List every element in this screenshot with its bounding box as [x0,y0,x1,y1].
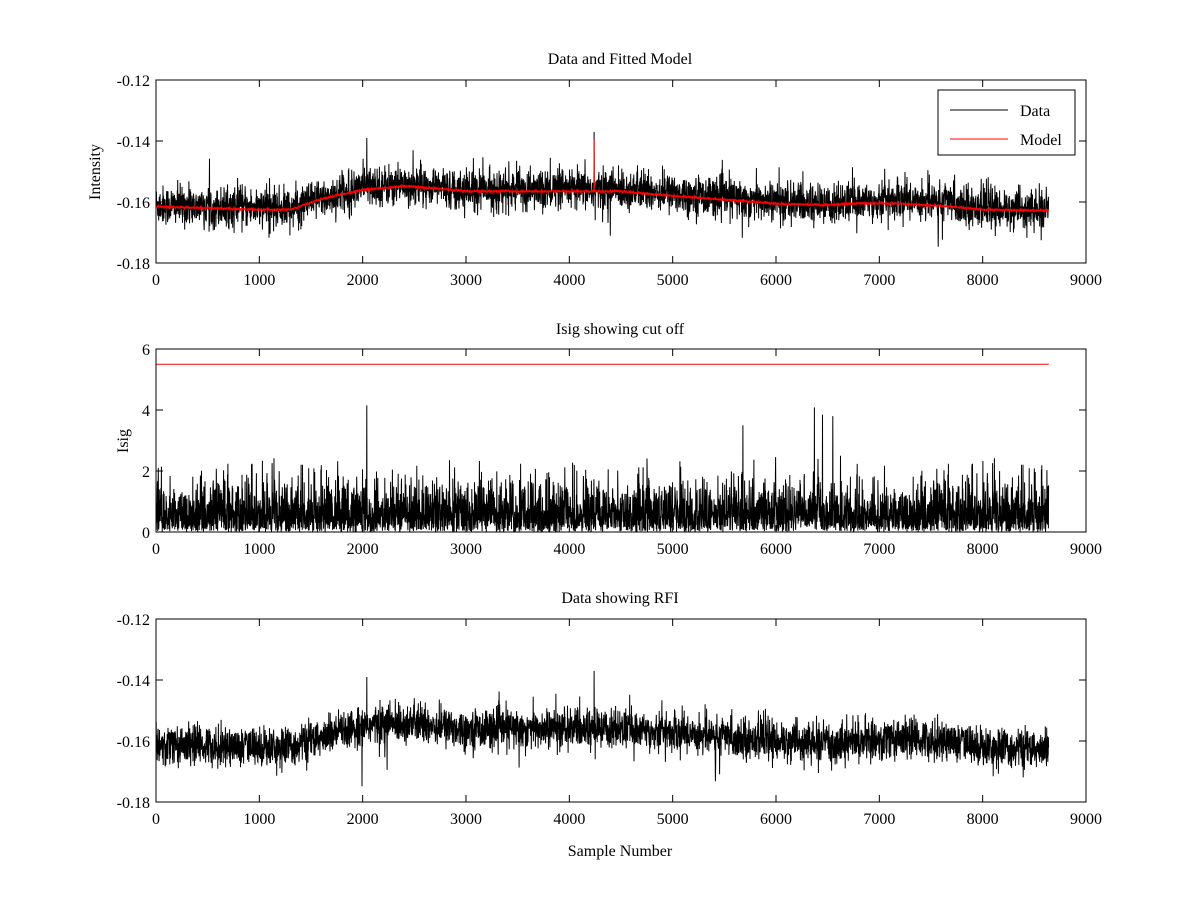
panel2-frame [155,348,1087,533]
panel1-ticks: 0 1000 2000 3000 4000 5000 6000 7000 8000 9000 -0.… [117,73,1102,289]
y-tick-label: -0.12 [117,73,150,90]
x-tick-label: 5000 [657,811,689,828]
y-tick-label: -0.14 [117,134,150,151]
panel3-title: Data showing RFI [561,590,678,607]
x-tick-label: 4000 [553,541,585,558]
panel3-xlabel: Sample Number [568,843,673,860]
y-tick-label: -0.12 [117,612,150,629]
legend-label-model: Model [1020,132,1062,149]
y-tick-label: -0.18 [117,795,150,812]
x-tick-label: 0 [152,541,160,558]
y-tick-label: -0.16 [117,195,150,212]
panel-isig: Isig showing cut off Isig 0 1000 2000 3000 4… [115,321,1102,558]
x-tick-label: 5000 [657,272,689,289]
panel1-plot-area [155,131,1050,247]
y-tick-label: 2 [142,464,150,481]
x-tick-label: 1000 [243,541,275,558]
x-tick-label: 0 [152,272,160,289]
x-tick-label: 6000 [760,272,792,289]
panel2-title: Isig showing cut off [556,321,685,338]
legend-box [937,89,1076,156]
panel1-frame [155,79,1087,264]
legend-label-data: Data [1020,103,1050,120]
x-tick-label: 2000 [347,811,379,828]
x-tick-label: 3000 [450,272,482,289]
x-tick-label: 7000 [863,541,895,558]
y-tick-label: -0.16 [117,734,150,751]
y-tick-label: 6 [142,342,150,359]
y-tick-label: -0.14 [117,673,150,690]
x-tick-label: 1000 [243,811,275,828]
y-tick-label: 4 [142,403,150,420]
panel3-plot-area [155,670,1050,787]
x-tick-label: 8000 [967,541,999,558]
panel2-ylabel: Isig [115,429,132,453]
panel3-ticks: 0 1000 2000 3000 4000 5000 6000 7000 8000 9000 -0.… [117,612,1102,828]
x-tick-label: 2000 [347,541,379,558]
panel2-ticks: 0 1000 2000 3000 4000 5000 6000 7000 8000 9000 0 2 4… [142,342,1102,558]
y-tick-label: -0.18 [117,256,150,273]
x-tick-label: 8000 [967,811,999,828]
panel-data-and-model: Data and Fitted Model Intensity 0 1000 200… [87,51,1102,289]
series-line-model [155,139,1050,214]
x-tick-label: 4000 [553,811,585,828]
x-tick-label: 7000 [863,811,895,828]
x-tick-label: 4000 [553,272,585,289]
panel1-legend: Data Model [937,89,1076,156]
x-tick-label: 9000 [1070,541,1102,558]
x-tick-label: 5000 [657,541,689,558]
x-tick-label: 9000 [1070,811,1102,828]
x-tick-label: 3000 [450,811,482,828]
x-tick-label: 6000 [760,541,792,558]
panel3-frame [155,618,1087,803]
x-tick-label: 2000 [347,272,379,289]
x-tick-label: 6000 [760,811,792,828]
panel1-ylabel: Intensity [87,144,104,200]
panel2-plot-area [155,363,1050,533]
x-tick-label: 1000 [243,272,275,289]
x-tick-label: 3000 [450,541,482,558]
series-line-data [155,131,1050,247]
x-tick-label: 0 [152,811,160,828]
panel1-title: Data and Fitted Model [548,51,693,68]
series-line-series-0 [155,670,1050,787]
y-tick-label: 0 [142,525,150,542]
series-line-series-0 [155,405,1050,533]
x-tick-label: 8000 [967,272,999,289]
panel-rfi: Data showing RFI 0 1000 2000 3000 4000 5000 60… [117,590,1102,860]
x-tick-label: 9000 [1070,272,1102,289]
x-tick-label: 7000 [863,272,895,289]
